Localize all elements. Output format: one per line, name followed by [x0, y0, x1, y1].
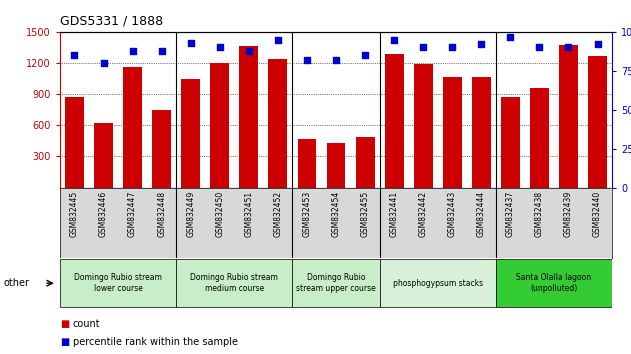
Bar	[559, 45, 578, 188]
Text: GSM832445: GSM832445	[70, 191, 79, 238]
Bar	[588, 56, 607, 188]
Text: Santa Olalla lagoon
(unpolluted): Santa Olalla lagoon (unpolluted)	[516, 274, 591, 293]
Text: GSM832442: GSM832442	[419, 191, 428, 237]
Text: ■: ■	[60, 337, 69, 347]
Point	[215, 45, 225, 50]
Point	[331, 57, 341, 63]
Text: GSM832444: GSM832444	[477, 191, 486, 238]
Point	[505, 34, 516, 39]
Text: ■: ■	[60, 319, 69, 329]
Point	[98, 60, 109, 66]
Text: phosphogypsum stacks: phosphogypsum stacks	[392, 279, 483, 288]
Text: GSM832449: GSM832449	[186, 191, 195, 238]
Text: GSM832452: GSM832452	[273, 191, 283, 237]
Point	[273, 37, 283, 42]
Bar	[327, 143, 345, 188]
Bar	[414, 64, 433, 188]
Text: GSM832448: GSM832448	[157, 191, 166, 237]
Bar	[210, 63, 229, 188]
Point	[244, 48, 254, 53]
Bar	[152, 110, 171, 188]
Text: GSM832439: GSM832439	[564, 191, 573, 238]
Text: GSM832451: GSM832451	[244, 191, 253, 237]
Point	[156, 48, 167, 53]
Text: GSM832440: GSM832440	[593, 191, 602, 238]
Text: Domingo Rubio stream
lower course: Domingo Rubio stream lower course	[74, 274, 162, 293]
Bar	[443, 76, 462, 188]
Point	[302, 57, 312, 63]
Bar	[530, 88, 549, 188]
Text: GSM832437: GSM832437	[506, 191, 515, 238]
Bar	[268, 59, 287, 188]
FancyBboxPatch shape	[60, 259, 176, 307]
Bar	[501, 97, 520, 188]
Text: other: other	[3, 278, 29, 288]
Bar	[123, 67, 142, 188]
Bar	[181, 79, 200, 188]
Point	[476, 41, 487, 47]
Text: GSM832453: GSM832453	[302, 191, 312, 238]
Point	[563, 45, 574, 50]
Point	[360, 52, 370, 58]
Bar	[239, 46, 258, 188]
Point	[127, 48, 138, 53]
Point	[447, 45, 457, 50]
Text: GDS5331 / 1888: GDS5331 / 1888	[60, 14, 163, 27]
Point	[69, 52, 80, 58]
FancyBboxPatch shape	[176, 259, 292, 307]
Bar	[297, 139, 316, 188]
Text: GSM832438: GSM832438	[535, 191, 544, 237]
Bar	[356, 137, 375, 188]
FancyBboxPatch shape	[292, 259, 380, 307]
Bar	[472, 76, 491, 188]
Text: GSM832454: GSM832454	[331, 191, 341, 238]
Text: Domingo Rubio
stream upper course: Domingo Rubio stream upper course	[296, 274, 376, 293]
Text: GSM832447: GSM832447	[128, 191, 137, 238]
Text: GSM832450: GSM832450	[215, 191, 224, 238]
Point	[186, 40, 196, 46]
Point	[593, 41, 603, 47]
Text: GSM832455: GSM832455	[360, 191, 370, 238]
Bar	[385, 54, 404, 188]
Bar	[94, 123, 113, 188]
Bar	[65, 97, 84, 188]
Point	[534, 45, 545, 50]
Text: GSM832441: GSM832441	[389, 191, 399, 237]
Point	[418, 45, 428, 50]
FancyBboxPatch shape	[380, 259, 496, 307]
Text: percentile rank within the sample: percentile rank within the sample	[73, 337, 237, 347]
Text: GSM832446: GSM832446	[99, 191, 108, 238]
Text: Domingo Rubio stream
medium course: Domingo Rubio stream medium course	[191, 274, 278, 293]
Text: count: count	[73, 319, 100, 329]
Text: GSM832443: GSM832443	[448, 191, 457, 238]
FancyBboxPatch shape	[496, 259, 612, 307]
Point	[389, 37, 399, 42]
